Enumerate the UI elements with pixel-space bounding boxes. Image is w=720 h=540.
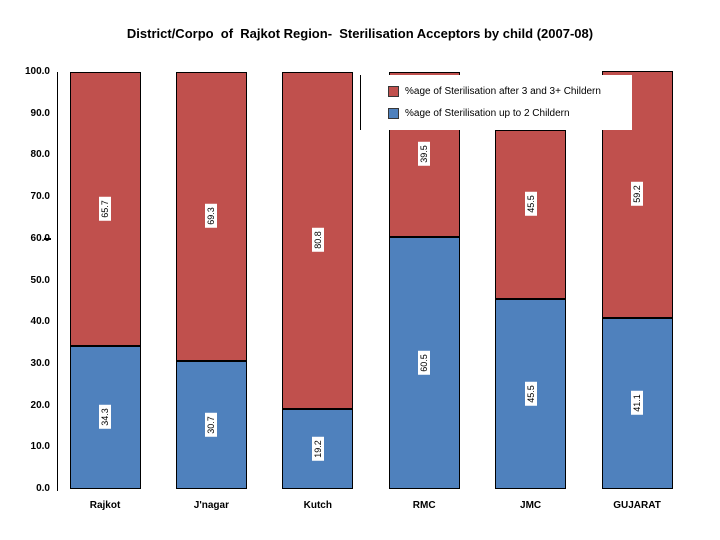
x-axis-category-label: JMC [520, 500, 542, 511]
x-axis-category-label: RMC [412, 500, 436, 511]
y-axis-tick-label: 90.0 [30, 107, 50, 119]
x-axis-category-label: J'nagar [193, 500, 229, 511]
legend-color-swatch-icon [388, 86, 399, 97]
y-axis-tick-label: 10.0 [30, 441, 50, 453]
bar-value-label: 80.8 [311, 228, 324, 253]
bar-value-label: 65.7 [99, 197, 111, 221]
bar-value-label: 41.1 [631, 391, 643, 416]
bar-value-label: 30.7 [205, 413, 218, 437]
y-axis-tick-label: 0.0 [36, 483, 50, 494]
x-axis-category-label: Kutch [303, 500, 332, 511]
y-axis-tick-label: 50.0 [30, 274, 50, 286]
y-axis-tick-label: 100.0 [24, 66, 50, 77]
y-axis-tick-mark [44, 237, 51, 240]
legend-label: %age of Sterilisation up to 2 Childern [405, 108, 570, 119]
bar-value-label: 45.5 [524, 382, 537, 406]
x-axis-category-label: Rajkot [89, 500, 121, 511]
legend-entry: %age of Sterilisation after 3 and 3+ Chi… [388, 86, 632, 97]
bar-value-label: 59.2 [631, 182, 643, 206]
y-axis-tick-label: 20.0 [30, 399, 50, 411]
legend-entry: %age of Sterilisation up to 2 Childern [388, 108, 632, 119]
bar-segment [601, 317, 673, 489]
bar-value-label: 34.3 [99, 405, 111, 430]
bar-value-label: 39.5 [418, 142, 431, 167]
legend: %age of Sterilisation after 3 and 3+ Chi… [360, 75, 632, 130]
bar-value-label: 69.3 [205, 204, 218, 229]
legend-label: %age of Sterilisation after 3 and 3+ Chi… [405, 86, 601, 97]
chart-title: District/Corpo of Rajkot Region- Sterili… [126, 26, 594, 41]
bar-value-label: 60.5 [418, 351, 431, 375]
y-axis-tick-label: 40.0 [30, 316, 50, 328]
legend-color-swatch-icon [388, 108, 399, 119]
bar-value-label: 19.2 [311, 437, 324, 461]
y-axis-tick-label: 80.0 [30, 149, 50, 161]
y-axis-line [57, 72, 58, 491]
y-axis-tick-label: 70.0 [30, 191, 50, 203]
x-axis-category-label: GUJARAT [613, 500, 661, 511]
bar-value-label: 45.5 [524, 192, 537, 217]
y-axis-tick-label: 30.0 [30, 357, 50, 369]
y-axis-tick-label: 60.0 [30, 232, 50, 244]
